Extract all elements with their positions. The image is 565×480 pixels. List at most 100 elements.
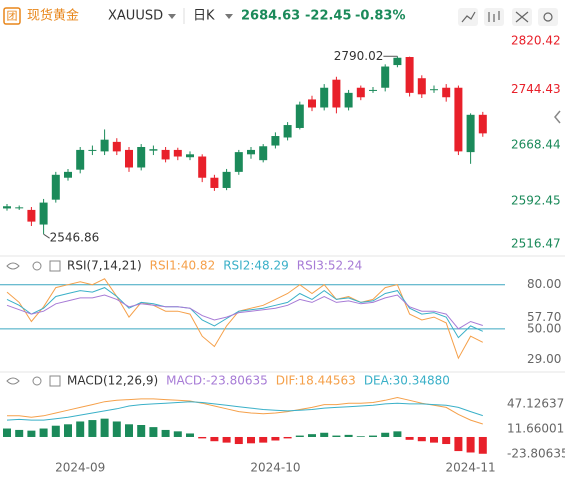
macd-bar: [320, 432, 329, 437]
expand-button[interactable]: [512, 8, 532, 26]
macd-bar: [234, 436, 243, 445]
macd-bar: [283, 436, 292, 439]
macd-bar: [405, 436, 414, 440]
dropdown-arrow[interactable]: [168, 14, 176, 19]
change-percent: -0.83%: [355, 9, 406, 24]
candle-body: [210, 177, 219, 188]
y-tick-label: -23.80635: [507, 446, 565, 460]
legend-entry: MACD:-23.80635: [166, 374, 268, 388]
macd-bar: [369, 435, 377, 437]
collapse-arrow[interactable]: [554, 110, 561, 124]
macd-bar: [247, 436, 255, 444]
x-tick-label: 2024-10: [250, 461, 300, 475]
indicator-icon[interactable]: [49, 375, 61, 387]
macd-bar: [125, 424, 133, 437]
macd-bar: [478, 436, 487, 454]
change: -22.45: [305, 9, 352, 24]
annotation-leader: [43, 233, 50, 239]
macd-bar: [356, 436, 365, 437]
macd-bar: [173, 431, 182, 437]
indicator-title: MACD(12,26,9): [67, 374, 158, 388]
candle-body: [15, 207, 24, 209]
candle-body: [137, 146, 146, 168]
macd-bar: [112, 421, 121, 437]
price: 2684.63: [241, 9, 300, 24]
y-tick-label: 50.00: [527, 321, 561, 335]
candle-body: [222, 171, 231, 188]
candle-body: [125, 149, 133, 168]
compare-button[interactable]: [484, 8, 504, 26]
macd-bar: [100, 418, 109, 437]
macd-line: [6, 401, 483, 421]
legend-entry: DIF:18.44563: [276, 374, 356, 388]
symbol[interactable]: XAUUSD: [108, 9, 163, 24]
y-tick-label: 29.00: [527, 352, 561, 366]
macd-bar: [393, 431, 402, 437]
visibility-icon[interactable]: [6, 377, 20, 385]
y-tick-label: 2592.45: [511, 193, 561, 207]
macd-bar: [222, 436, 231, 443]
macd-bar: [259, 436, 268, 443]
low-annotation: 2546.86: [50, 231, 100, 245]
macd-bar: [344, 434, 353, 437]
candle-body: [356, 87, 365, 98]
candle-body: [417, 78, 426, 95]
macd-bar: [271, 436, 280, 441]
y-tick-label: 2744.43: [511, 82, 561, 96]
x-tick-label: 2024-11: [446, 461, 496, 475]
rsi-line: [6, 294, 483, 330]
candle-body: [161, 149, 170, 160]
dropdown-arrow[interactable]: [225, 14, 233, 19]
candle-body: [369, 89, 377, 91]
period[interactable]: 日K: [193, 9, 215, 24]
candle-body: [27, 209, 36, 222]
settings-button[interactable]: [538, 8, 558, 26]
candle-body: [3, 206, 11, 209]
candle-body: [332, 79, 341, 108]
candle-body: [247, 149, 255, 155]
legend-entry: RSI1:40.82: [150, 259, 216, 273]
candle-body: [295, 104, 304, 128]
settings-icon[interactable]: [32, 376, 42, 386]
macd-bar: [39, 428, 48, 437]
candle-body: [320, 87, 329, 108]
macd-bar: [51, 425, 60, 437]
macd-bar: [295, 435, 304, 437]
macd-bar: [161, 429, 170, 437]
candle-body: [39, 202, 48, 225]
draw-tool-button[interactable]: [458, 8, 478, 26]
indicator-title: RSI(7,14,21): [67, 259, 142, 273]
macd-bar: [198, 436, 207, 439]
macd-bar: [76, 421, 85, 437]
candle-body: [64, 171, 72, 178]
macd-bar: [15, 429, 24, 437]
y-tick-label: 11.66001: [507, 421, 564, 435]
candle-body: [466, 114, 475, 153]
candle-body: [186, 154, 194, 158]
settings-icon[interactable]: [32, 261, 42, 271]
y-tick-label: 2516.47: [511, 237, 561, 251]
candle-body: [100, 139, 109, 152]
indicator-icon[interactable]: [49, 260, 61, 272]
legend-entry: DEA:30.34880: [364, 374, 450, 388]
macd-bar: [454, 436, 463, 452]
visibility-icon[interactable]: [6, 262, 20, 270]
candle-body: [454, 87, 463, 152]
macd-bar: [430, 436, 438, 443]
candle-body: [393, 57, 402, 66]
macd-bar: [3, 428, 11, 437]
candle-body: [405, 57, 414, 93]
instrument-name[interactable]: 现货黄金: [27, 8, 79, 24]
candle-body: [283, 125, 292, 138]
macd-bar: [308, 434, 316, 437]
macd-bar: [137, 425, 146, 437]
macd-bar: [27, 430, 36, 437]
candle-body: [149, 149, 158, 151]
candle-body: [478, 114, 487, 134]
symbol-icon: [3, 7, 21, 25]
candle-body: [88, 149, 97, 151]
y-tick-label: 80.00: [527, 277, 561, 291]
y-tick-label: 57.70: [527, 310, 561, 324]
candle-body: [112, 141, 121, 152]
